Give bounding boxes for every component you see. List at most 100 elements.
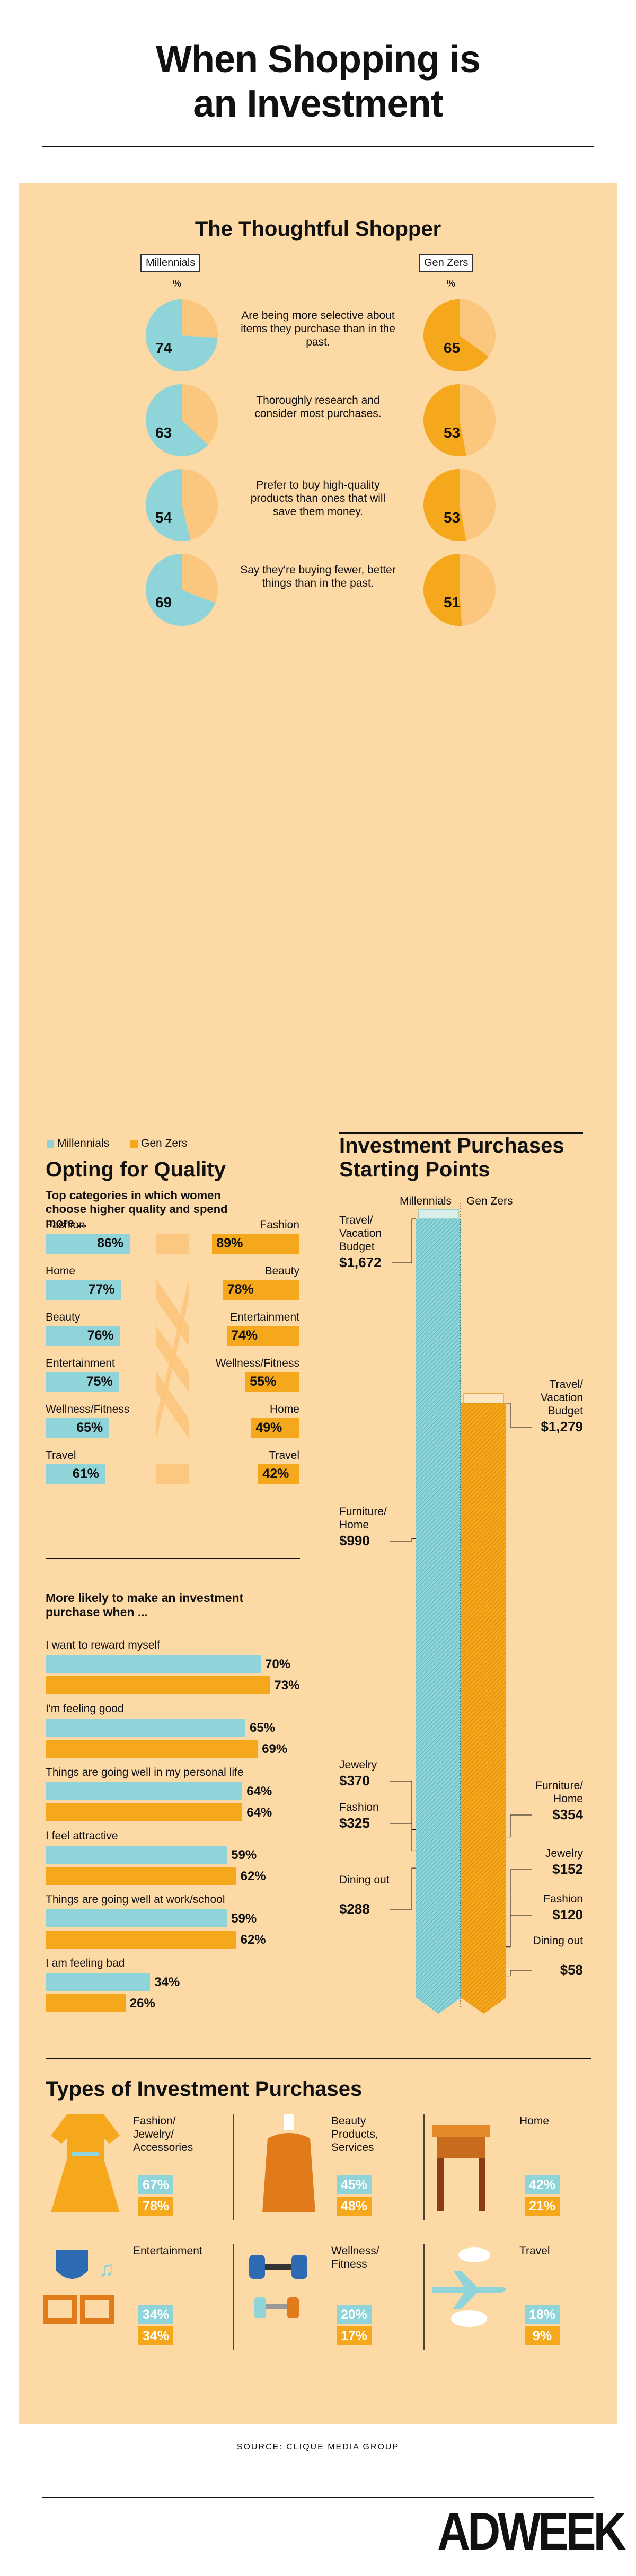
likely-genz-value: 62% [240,1933,266,1947]
quality-millennials-label: Home [46,1265,76,1277]
dress-icon [51,2114,120,2212]
quality-divider [46,1558,300,1559]
likely-label: I am feeling bad [46,1957,125,1969]
starting-millennials-label: Jewelry [339,1759,377,1771]
quality-genz-bar [258,1464,299,1484]
quality-millennials-label: Entertainment [46,1357,115,1369]
starting-millennials-leader [390,1867,416,1910]
quality-millennials-bar [46,1418,110,1438]
quality-genz-bar [223,1280,299,1300]
quality-millennials-bar [46,1326,120,1346]
genz-pie-4-slice [423,554,462,626]
likely-label: I'm feeling good [46,1703,124,1715]
quality-genz-value: 74% [231,1328,258,1343]
likely-millennials-value: 34% [154,1975,180,1989]
likely-genz-bar [46,1676,270,1694]
types-millennials-badge: 45% [337,2175,372,2194]
title-divider [42,146,594,147]
svg-text:♫: ♫ [99,2258,114,2281]
quality-genz-label: Fashion [260,1219,299,1231]
starting-millennials-label: Travel/ Vacation Budget [339,1214,382,1253]
genz-money-stack-icon [463,1393,504,1404]
title-line-2: an Investment [193,83,443,125]
types-millennials-badge: 20% [337,2305,372,2324]
quality-genz-value: 42% [262,1466,289,1481]
adweek-logo: ADWEEK [437,2502,626,2561]
quality-connector [156,1326,189,1392]
likely-millennials-value: 65% [250,1721,276,1735]
starting-genz-leader [506,1915,532,1948]
genz-starting-column [461,1403,506,2014]
starting-genz-value: $354 [552,1807,583,1822]
types-label: Fashion/ Jewelry/ Accessories [133,2115,193,2154]
shopper-statement: Thoroughly research and consider most pu… [254,394,382,420]
types-millennials-badge: 42% [525,2175,560,2194]
likely-label: Things are going well at work/school [46,1893,225,1906]
quality-connector [156,1372,189,1438]
millennials-tag: Millennials [140,254,201,272]
likely-millennials-value: 64% [246,1784,272,1799]
genz-pie-1-slice [423,299,489,371]
starting-millennials-leader [390,1781,416,1830]
starting-genz-leader [506,1970,532,1977]
quality-millennials-bar [46,1464,105,1484]
source-note: SOURCE: CLIQUE MEDIA GROUP [236,2442,400,2451]
starting-genz-value: $1,279 [541,1419,583,1435]
shopper-pie-charts [145,299,496,626]
quality-millennials-label: Travel [46,1449,76,1462]
quality-millennials-label: Beauty [46,1311,81,1323]
starting-millennials-leader [392,1218,416,1263]
types-genz-badge: 34% [138,2326,173,2345]
types-millennials-badge: 67% [138,2175,173,2194]
starting-millennials-value: $288 [339,1901,370,1917]
quality-genz-bar [251,1418,299,1438]
types-genz-badge: 78% [138,2197,173,2216]
types-millennials-badge: 34% [138,2305,173,2324]
shopper-statement: Prefer to buy high-quality products than… [250,479,386,518]
genz-pie-value: 51 [444,594,461,610]
starting-millennials-label: Fashion [339,1801,379,1813]
quality-millennials-label: Wellness/Fitness [46,1403,130,1415]
shopper-title: The Thoughtful Shopper [195,217,441,241]
starting-genz-label: Furniture/ Home [535,1780,583,1805]
likely-millennials-value: 59% [231,1848,257,1862]
quality-connector [156,1234,189,1254]
quality-genz-value: 49% [255,1420,282,1435]
starting-genz-value: $152 [552,1861,583,1877]
likely-genz-value: 69% [262,1742,288,1756]
dumbbells-icon [249,2255,307,2318]
legend-genz-swatch [130,1140,138,1148]
quality-subtitle: Top categories in which women choose hig… [46,1189,228,1229]
quality-millennials-bar [46,1234,130,1254]
likely-genz-bar [46,1931,236,1949]
quality-millennials-value: 75% [86,1374,113,1389]
millennials-pie-value: 54 [155,509,172,526]
likely-genz-value: 26% [129,1996,155,2011]
quality-genz-bar [227,1326,299,1346]
starting-top-rule [339,1132,583,1134]
starting-millennials-value: $370 [339,1773,370,1789]
starting-millennials-leader [390,1538,416,1542]
likely-genz-value: 73% [274,1678,300,1693]
starting-genz-label: Travel/ Vacation Budget [540,1378,583,1417]
starting-millennials-leader [390,1823,416,1851]
quality-genz-value: 78% [227,1282,254,1297]
page-title: When Shopping is an Investment [0,37,636,126]
types-label: Beauty Products, Services [331,2115,378,2154]
likely-genz-bar [46,1803,243,1821]
quality-genz-label: Home [269,1403,299,1415]
starting-genz-label: Jewelry [545,1847,583,1860]
likely-millennials-bar [46,1909,227,1927]
starting-genz-leader [506,1869,532,1932]
quality-genz-label: Travel [269,1449,299,1462]
types-label: Travel [519,2245,550,2257]
likely-label: I feel attractive [46,1830,118,1842]
quality-millennials-label: Fashion [46,1219,85,1231]
starting-millennials-header: Millennials [400,1195,452,1207]
starting-millennials-label: Dining out [339,1874,390,1886]
likely-genz-bar [46,1994,126,2012]
starting-millennials-value: $325 [339,1815,370,1831]
likely-label: Things are going well in my personal lif… [46,1766,244,1778]
